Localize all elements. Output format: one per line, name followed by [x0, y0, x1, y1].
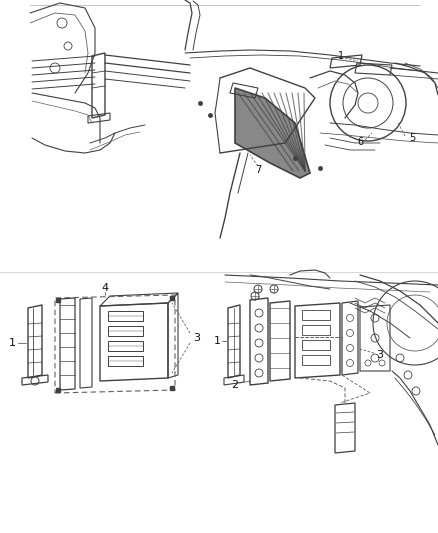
Text: 3: 3 — [377, 350, 384, 360]
Text: 6: 6 — [357, 137, 363, 147]
Bar — [108, 326, 143, 336]
Bar — [108, 356, 143, 366]
Text: 5: 5 — [409, 133, 415, 143]
Bar — [108, 311, 143, 321]
Bar — [0, 0, 438, 273]
Text: 1: 1 — [338, 51, 344, 61]
Polygon shape — [235, 88, 310, 178]
Text: 1: 1 — [213, 336, 220, 346]
Bar — [108, 341, 143, 351]
Bar — [302, 340, 330, 350]
Bar — [302, 355, 330, 365]
Bar — [302, 310, 330, 320]
Text: 3: 3 — [194, 333, 201, 343]
Text: 4: 4 — [102, 283, 109, 293]
Text: 2: 2 — [231, 380, 239, 390]
Text: 1: 1 — [8, 338, 15, 348]
Text: 7: 7 — [255, 165, 261, 175]
Bar — [302, 325, 330, 335]
